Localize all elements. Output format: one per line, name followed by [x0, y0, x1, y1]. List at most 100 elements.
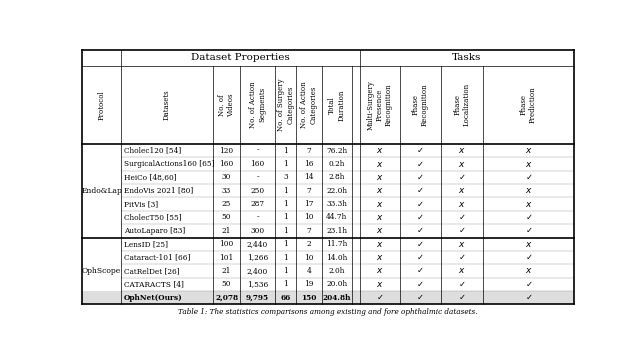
Text: 16: 16 — [304, 160, 314, 168]
Text: $\it{x}$: $\it{x}$ — [525, 200, 532, 209]
Text: $\checkmark$: $\checkmark$ — [417, 186, 424, 195]
Text: 10: 10 — [304, 214, 314, 222]
Text: Multi-Surgery
Presence
Recognition: Multi-Surgery Presence Recognition — [367, 80, 393, 130]
Text: $\it{x}$: $\it{x}$ — [376, 226, 383, 235]
Text: 25: 25 — [222, 200, 231, 208]
Text: $\checkmark$: $\checkmark$ — [458, 226, 466, 235]
Text: $\checkmark$: $\checkmark$ — [417, 240, 424, 249]
Text: 204.8h: 204.8h — [323, 294, 351, 302]
Text: LensID [25]: LensID [25] — [124, 240, 168, 248]
Text: 21: 21 — [222, 267, 231, 275]
Text: $\checkmark$: $\checkmark$ — [376, 293, 383, 302]
Text: AutoLaparo [83]: AutoLaparo [83] — [124, 227, 185, 235]
Text: $\checkmark$: $\checkmark$ — [417, 266, 424, 275]
Text: 22.0h: 22.0h — [326, 187, 347, 195]
Text: Dataset Properties: Dataset Properties — [191, 53, 289, 62]
Text: 1,536: 1,536 — [247, 280, 268, 288]
Text: -: - — [256, 173, 259, 181]
Text: Phase
Localization: Phase Localization — [453, 83, 470, 126]
Text: $\checkmark$: $\checkmark$ — [525, 293, 532, 302]
Text: 2,400: 2,400 — [247, 267, 268, 275]
Text: 7: 7 — [307, 187, 311, 195]
Text: 120: 120 — [220, 147, 234, 155]
Text: $\checkmark$: $\checkmark$ — [417, 226, 424, 235]
Text: $\checkmark$: $\checkmark$ — [417, 159, 424, 168]
Text: $\checkmark$: $\checkmark$ — [458, 173, 466, 182]
Text: $\checkmark$: $\checkmark$ — [417, 293, 424, 302]
Text: 1: 1 — [284, 147, 288, 155]
Text: 23.1h: 23.1h — [326, 227, 347, 235]
Text: $\checkmark$: $\checkmark$ — [525, 213, 532, 222]
Text: 1: 1 — [284, 253, 288, 262]
Text: 300: 300 — [250, 227, 264, 235]
Text: Phase
Recognition: Phase Recognition — [412, 84, 429, 126]
Text: Table 1: The statistics comparisons among existing and fore ophthalmic datasets.: Table 1: The statistics comparisons amon… — [179, 308, 477, 316]
Text: Tasks: Tasks — [452, 53, 481, 62]
Text: 20.0h: 20.0h — [326, 280, 348, 288]
Text: 1: 1 — [284, 214, 288, 222]
Text: 1: 1 — [284, 280, 288, 288]
Text: 44.7h: 44.7h — [326, 214, 348, 222]
Text: 2.0h: 2.0h — [328, 267, 345, 275]
Text: $\it{x}$: $\it{x}$ — [458, 266, 466, 275]
Text: $\it{x}$: $\it{x}$ — [376, 280, 383, 289]
Text: $\it{x}$: $\it{x}$ — [525, 240, 532, 249]
Text: OphScope: OphScope — [82, 267, 121, 275]
Text: 1: 1 — [284, 187, 288, 195]
Text: Protocol: Protocol — [97, 90, 106, 120]
Text: 1: 1 — [284, 227, 288, 235]
Text: 66: 66 — [280, 294, 291, 302]
Text: $\it{x}$: $\it{x}$ — [458, 146, 466, 155]
Text: 160: 160 — [250, 160, 265, 168]
Text: 11.7h: 11.7h — [326, 240, 348, 248]
Text: $\it{x}$: $\it{x}$ — [525, 186, 532, 195]
Text: 1: 1 — [284, 160, 288, 168]
Text: $\checkmark$: $\checkmark$ — [458, 253, 466, 262]
Text: 1: 1 — [284, 240, 288, 248]
Text: 50: 50 — [222, 214, 231, 222]
Text: $\checkmark$: $\checkmark$ — [458, 213, 466, 222]
Text: 2,078: 2,078 — [215, 294, 238, 302]
Text: $\checkmark$: $\checkmark$ — [417, 213, 424, 222]
Text: $\it{x}$: $\it{x}$ — [376, 253, 383, 262]
Text: Datasets: Datasets — [163, 89, 171, 120]
Text: $\checkmark$: $\checkmark$ — [417, 146, 424, 155]
Text: 101: 101 — [220, 253, 234, 262]
Text: -: - — [256, 147, 259, 155]
Text: 2: 2 — [307, 240, 311, 248]
Text: $\it{x}$: $\it{x}$ — [376, 159, 383, 168]
Text: CatRelDet [26]: CatRelDet [26] — [124, 267, 179, 275]
Text: No. of Action
Categories: No. of Action Categories — [300, 81, 317, 128]
Text: $\it{x}$: $\it{x}$ — [376, 213, 383, 222]
Text: Cholec120 [54]: Cholec120 [54] — [124, 147, 181, 155]
Text: 2,440: 2,440 — [247, 240, 268, 248]
Text: $\checkmark$: $\checkmark$ — [417, 280, 424, 289]
Text: 0.2h: 0.2h — [328, 160, 345, 168]
Text: 30: 30 — [222, 173, 231, 181]
Text: 4: 4 — [307, 267, 311, 275]
Text: 9,795: 9,795 — [246, 294, 269, 302]
Text: 17: 17 — [304, 200, 314, 208]
Text: No. of Surgery
Categories: No. of Surgery Categories — [277, 79, 294, 131]
Text: 250: 250 — [250, 187, 264, 195]
Text: 287: 287 — [250, 200, 264, 208]
Text: 2.8h: 2.8h — [328, 173, 345, 181]
Text: SurgicalActions160 [65]: SurgicalActions160 [65] — [124, 160, 214, 168]
Text: $\it{x}$: $\it{x}$ — [525, 159, 532, 168]
Text: $\it{x}$: $\it{x}$ — [525, 266, 532, 275]
Text: $\it{x}$: $\it{x}$ — [376, 240, 383, 249]
Text: No. of Action
Segments: No. of Action Segments — [249, 81, 266, 128]
Text: 100: 100 — [220, 240, 234, 248]
Text: $\it{x}$: $\it{x}$ — [458, 200, 466, 209]
Text: PitVis [3]: PitVis [3] — [124, 200, 158, 208]
Text: 1: 1 — [284, 267, 288, 275]
Text: -: - — [256, 214, 259, 222]
Text: Total
Duration: Total Duration — [328, 89, 346, 121]
Text: CATARACTS [4]: CATARACTS [4] — [124, 280, 184, 288]
Text: $\it{x}$: $\it{x}$ — [458, 159, 466, 168]
Text: Cataract-101 [66]: Cataract-101 [66] — [124, 253, 190, 262]
Text: $\it{x}$: $\it{x}$ — [458, 240, 466, 249]
Text: 7: 7 — [307, 147, 311, 155]
Text: HeiCo [48,60]: HeiCo [48,60] — [124, 173, 176, 181]
Text: $\checkmark$: $\checkmark$ — [525, 226, 532, 235]
